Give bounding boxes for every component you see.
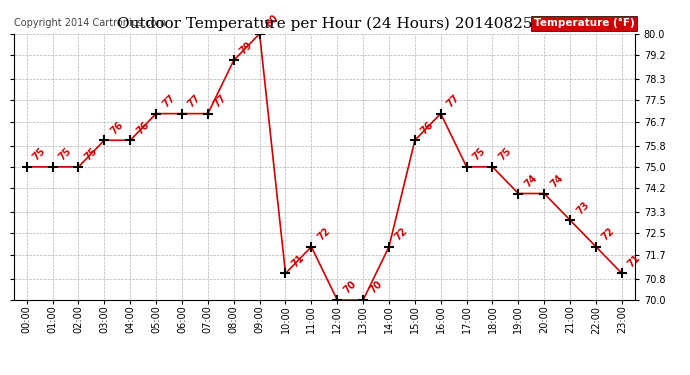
Title: Outdoor Temperature per Hour (24 Hours) 20140825: Outdoor Temperature per Hour (24 Hours) … — [117, 17, 532, 31]
Text: 75: 75 — [471, 146, 487, 163]
Text: Temperature (°F): Temperature (°F) — [534, 18, 635, 28]
Text: 75: 75 — [83, 146, 99, 163]
Text: 72: 72 — [600, 226, 617, 243]
Text: 71: 71 — [290, 253, 306, 269]
Text: 75: 75 — [497, 146, 513, 163]
Text: 77: 77 — [445, 93, 462, 110]
Text: 76: 76 — [108, 120, 125, 136]
Text: 70: 70 — [342, 279, 358, 296]
Text: 74: 74 — [549, 173, 565, 189]
Text: 77: 77 — [186, 93, 203, 110]
Text: 75: 75 — [57, 146, 73, 163]
Text: 72: 72 — [393, 226, 410, 243]
Text: Copyright 2014 Cartronics.com: Copyright 2014 Cartronics.com — [14, 18, 166, 28]
Text: 71: 71 — [626, 253, 642, 269]
Text: 75: 75 — [31, 146, 48, 163]
Text: 77: 77 — [160, 93, 177, 110]
Text: 73: 73 — [574, 200, 591, 216]
Text: 72: 72 — [315, 226, 332, 243]
Text: 76: 76 — [135, 120, 151, 136]
Text: 74: 74 — [522, 173, 539, 189]
Text: 77: 77 — [212, 93, 228, 110]
Text: 79: 79 — [238, 40, 255, 56]
Text: 80: 80 — [264, 13, 280, 30]
Text: 70: 70 — [367, 279, 384, 296]
Text: 76: 76 — [419, 120, 435, 136]
